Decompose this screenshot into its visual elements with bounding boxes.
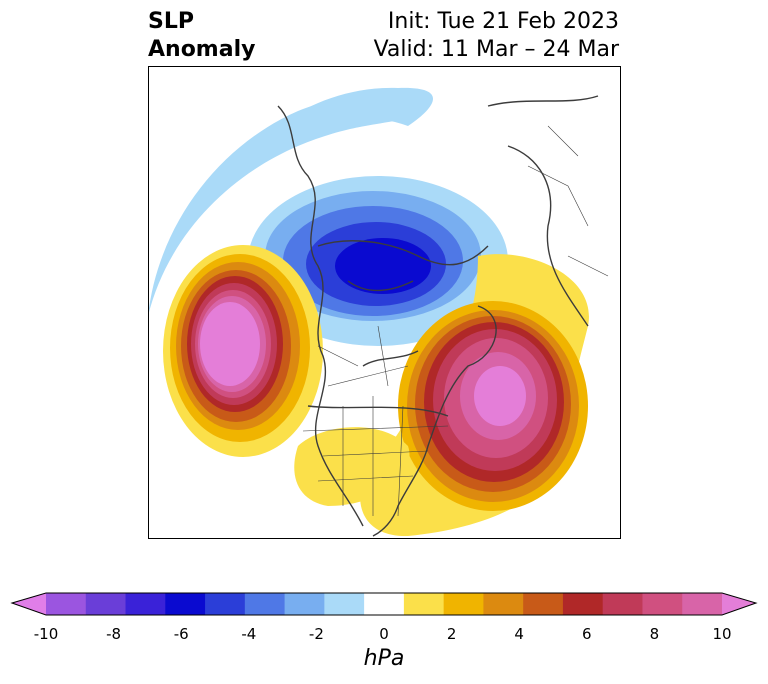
colorbar-cell bbox=[324, 593, 365, 615]
colorbar-cell bbox=[244, 593, 286, 615]
colorbar-tick-label: -8 bbox=[106, 625, 122, 643]
colorbar-cell bbox=[364, 593, 405, 615]
colorbar-low-extension bbox=[12, 593, 46, 615]
colorbar-cell bbox=[562, 593, 604, 615]
colorbar-tick-label: -10 bbox=[33, 625, 59, 643]
colorbar-unit-label: hPa bbox=[363, 646, 405, 671]
colorbar-cell bbox=[46, 593, 87, 615]
colorbar-tick-label: 4 bbox=[514, 625, 524, 643]
colorbar-outline bbox=[10, 592, 758, 616]
us-positive-anomaly bbox=[294, 427, 410, 506]
political-borders bbox=[302, 125, 609, 517]
colorbar-tick-label: -2 bbox=[308, 625, 324, 643]
colorbar-cell bbox=[403, 593, 445, 615]
colorbar-cell bbox=[682, 593, 723, 615]
colorbar-tick-label: 6 bbox=[582, 625, 592, 643]
colorbar-cell bbox=[284, 593, 325, 615]
colorbar bbox=[10, 592, 758, 616]
pacific-positive-anomaly bbox=[163, 245, 323, 457]
colorbar-cell bbox=[483, 593, 524, 615]
colorbar-cell bbox=[602, 593, 643, 615]
colorbar-tick-label: 2 bbox=[446, 625, 457, 643]
colorbar-high-extension bbox=[722, 593, 756, 615]
atlantic-positive-anomaly bbox=[360, 254, 589, 537]
title-line2: Anomaly bbox=[148, 37, 256, 62]
colorbar-tick-label: 8 bbox=[649, 625, 660, 643]
map-title: SLP Anomaly bbox=[148, 8, 255, 64]
colorbar-cell bbox=[523, 593, 564, 615]
colorbar-cell bbox=[85, 593, 127, 615]
colorbar-tick-label: 0 bbox=[379, 625, 389, 643]
colorbar-cell bbox=[443, 593, 484, 615]
colorbar-cell bbox=[205, 593, 246, 615]
colorbar-tick-label: -4 bbox=[241, 625, 257, 643]
colorbar-cell bbox=[165, 593, 206, 615]
colorbar-tick-label: 10 bbox=[712, 625, 732, 643]
negative-anomaly-core bbox=[265, 191, 481, 321]
init-date: Init: Tue 21 Feb 2023 bbox=[387, 9, 619, 34]
coastlines bbox=[277, 95, 599, 537]
valid-range: Valid: 11 Mar – 24 Mar bbox=[373, 37, 619, 62]
slp-anomaly-map bbox=[148, 66, 621, 539]
colorbar-cell bbox=[642, 593, 683, 615]
colorbar-tick-label: -6 bbox=[173, 625, 189, 643]
colorbar-cell bbox=[125, 593, 166, 615]
title-line1: SLP bbox=[148, 9, 194, 34]
date-info: Init: Tue 21 Feb 2023 Valid: 11 Mar – 24… bbox=[374, 8, 619, 64]
